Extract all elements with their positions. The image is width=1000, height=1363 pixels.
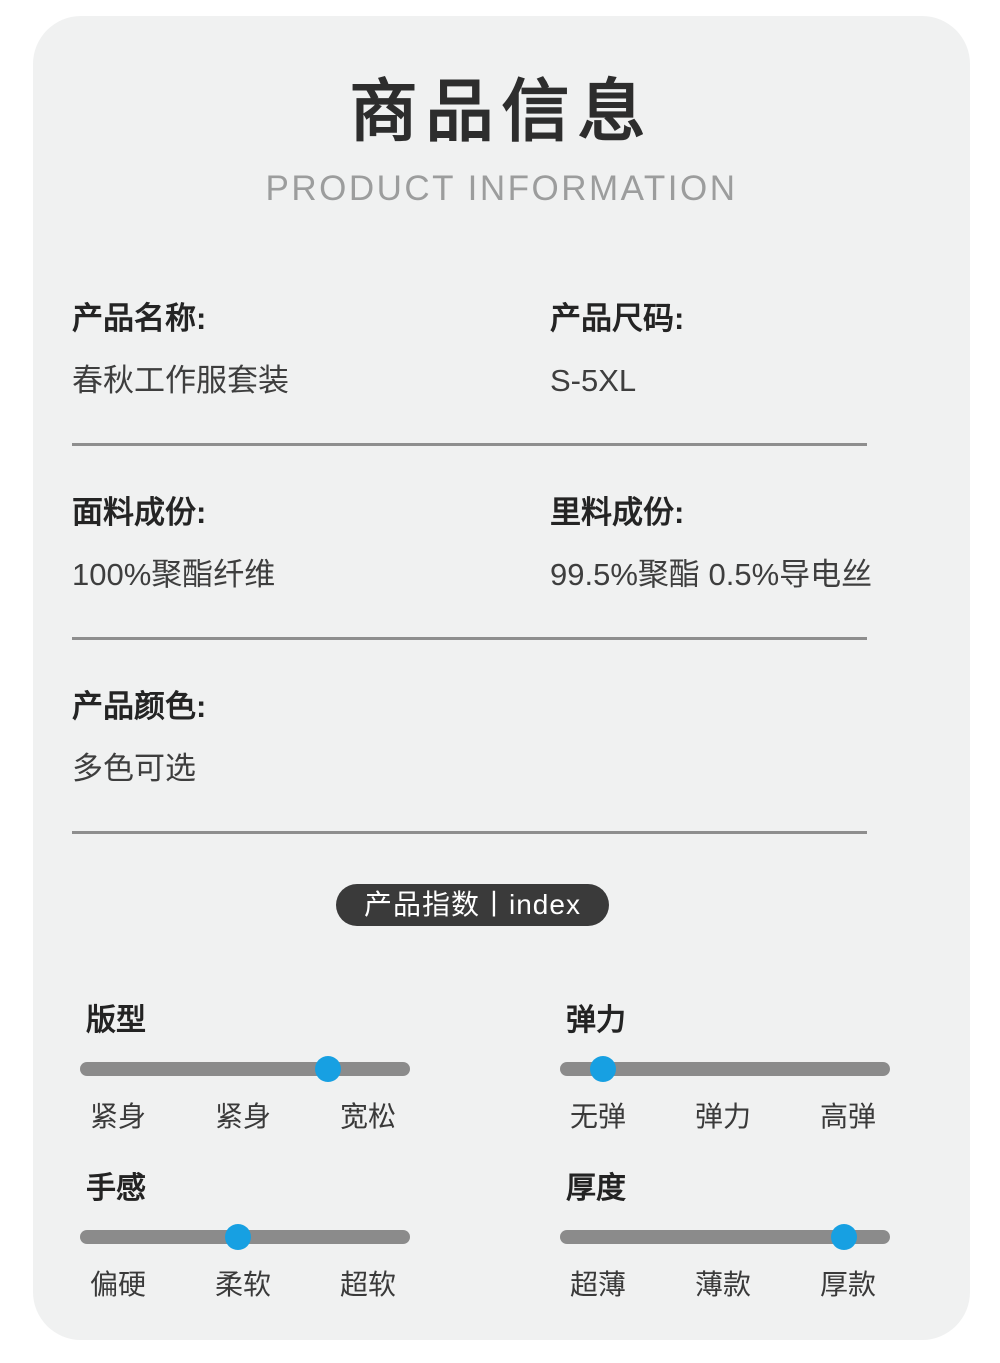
slider-track-elasticity (560, 1056, 890, 1082)
spec-cell-color: 产品颜色: 多色可选 (72, 690, 550, 786)
spec-cell-lining: 里料成份: 99.5%聚酯 0.5%导电丝 (550, 496, 970, 592)
spec-row-fabric-lining: 面料成份: 100%聚酯纤维 里料成份: 99.5%聚酯 0.5%导电丝 (33, 496, 970, 592)
slider-name-thickness: 厚度 (566, 1172, 626, 1205)
slider-name-fit: 版型 (86, 1004, 146, 1037)
index-badge: 产品指数丨index (336, 884, 609, 926)
spec-cell-product-name: 产品名称: 春秋工作服套装 (72, 302, 550, 398)
spec-value-lining: 99.5%聚酯 0.5%导电丝 (550, 557, 873, 592)
spec-cell-fabric: 面料成份: 100%聚酯纤维 (72, 496, 550, 592)
slider-tick: 超薄 (570, 1269, 627, 1300)
slider-handle-thickness (830, 1224, 857, 1250)
spec-value-product-size: S-5XL (550, 363, 637, 398)
slider-ticks-thickness: 超薄 薄款 厚款 (560, 1270, 890, 1300)
slider-ticks-fit: 紧身 紧身 宽松 (80, 1102, 410, 1132)
slider-handle-feel (225, 1224, 252, 1250)
slider-tick: 薄款 (694, 1269, 751, 1300)
slider-group-thickness: 厚度 超薄 薄款 厚款 (560, 1172, 890, 1300)
page-subtitle: PRODUCT INFORMATION (265, 169, 738, 208)
slider-tick: 偏硬 (90, 1269, 147, 1300)
slider-ticks-elasticity: 无弹 弹力 高弹 (560, 1102, 890, 1132)
product-info-card: 商品信息 PRODUCT INFORMATION 产品名称: 春秋工作服套装 产… (33, 16, 970, 1340)
slider-tick: 紧身 (90, 1101, 147, 1132)
slider-handle-elasticity (589, 1056, 616, 1082)
spec-value-fabric: 100%聚酯纤维 (72, 557, 276, 592)
spec-cell-product-size: 产品尺码: S-5XL (550, 302, 970, 398)
slider-tick: 紧身 (214, 1101, 271, 1132)
slider-ticks-feel: 偏硬 柔软 超软 (80, 1270, 410, 1300)
slider-group-elasticity: 弹力 无弹 弹力 高弹 (560, 1004, 890, 1132)
divider (72, 831, 867, 834)
slider-tick: 无弹 (570, 1101, 627, 1132)
slider-tick: 高弹 (819, 1101, 876, 1132)
spec-row-name-size: 产品名称: 春秋工作服套装 产品尺码: S-5XL (33, 302, 970, 398)
spec-label-fabric: 面料成份: (72, 495, 207, 530)
spec-value-color: 多色可选 (72, 751, 196, 786)
spec-label-color: 产品颜色: (72, 689, 207, 724)
slider-tick: 宽松 (339, 1101, 396, 1132)
slider-tick: 柔软 (214, 1269, 271, 1300)
slider-tick: 厚款 (819, 1269, 876, 1300)
slider-track-feel (80, 1224, 410, 1250)
slider-tick: 超软 (339, 1269, 396, 1300)
slider-tick: 弹力 (694, 1101, 751, 1132)
slider-name-feel: 手感 (86, 1172, 146, 1205)
page-title: 商品信息 (349, 74, 654, 150)
index-badge-wrap: 产品指数丨index (33, 884, 970, 926)
spec-value-product-name: 春秋工作服套装 (72, 363, 289, 398)
spec-list: 产品名称: 春秋工作服套装 产品尺码: S-5XL 面料成份: 100%聚酯纤维… (33, 302, 970, 834)
slider-group-fit: 版型 紧身 紧身 宽松 (80, 1004, 410, 1132)
divider (72, 637, 867, 640)
spec-label-product-name: 产品名称: (72, 301, 207, 336)
slider-name-elasticity: 弹力 (566, 1004, 626, 1037)
slider-track-thickness (560, 1224, 890, 1250)
spec-label-lining: 里料成份: (550, 495, 685, 530)
spec-label-product-size: 产品尺码: (550, 301, 685, 336)
spec-row-color: 产品颜色: 多色可选 (33, 690, 970, 786)
divider (72, 443, 867, 446)
index-slider-grid: 版型 紧身 紧身 宽松 弹力 无弹 弹力 高弹 手感 (33, 1004, 970, 1300)
slider-handle-fit (314, 1056, 341, 1082)
slider-track-fit (80, 1056, 410, 1082)
slider-group-feel: 手感 偏硬 柔软 超软 (80, 1172, 410, 1300)
